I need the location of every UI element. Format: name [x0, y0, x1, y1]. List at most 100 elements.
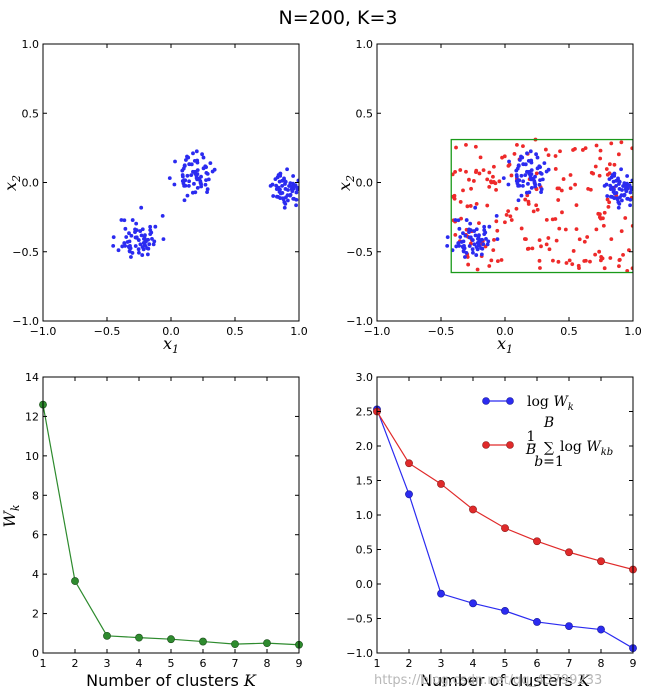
reference-point — [503, 220, 507, 225]
cluster-2-point — [515, 166, 520, 171]
ax3-xlabel: Number of clusters K — [86, 671, 257, 690]
cluster-2-point — [529, 186, 534, 190]
cluster-3-point — [268, 183, 273, 188]
reference-point — [461, 188, 465, 193]
cluster-3-point — [283, 182, 287, 186]
x-tick-label: 1.0 — [624, 325, 642, 338]
y-tick-label: 1.0 — [356, 509, 374, 522]
cluster-1-point — [482, 232, 487, 236]
reference-point — [556, 198, 561, 202]
cluster-3-point — [624, 189, 629, 194]
series-1-point — [405, 490, 413, 499]
cluster-2-point — [182, 198, 187, 203]
cluster-2-point — [208, 161, 213, 166]
cluster-1-point — [474, 245, 479, 249]
cluster-3-point — [273, 177, 278, 182]
cluster-3-point — [280, 183, 284, 188]
cluster-2-point — [190, 190, 195, 195]
y-tick-label: −0.5 — [346, 246, 373, 259]
reference-point — [619, 229, 624, 234]
cluster-1-point — [127, 231, 131, 236]
cluster-1-point — [143, 237, 147, 242]
cluster-2-point — [195, 168, 200, 173]
y-tick-label: 0.5 — [356, 544, 374, 557]
reference-point — [598, 148, 603, 153]
reference-point — [609, 237, 614, 242]
cluster-3-point — [626, 183, 631, 188]
cluster-3-point — [294, 203, 298, 208]
ax1-ylabel: x2 — [1, 175, 23, 191]
x-tick-label: 6 — [200, 657, 207, 670]
scatter-plot-data: −1.0 −0.5 0.0 0.5 1.0 −1.0 −0.5 0.0 0.5 1.0 — [12, 38, 308, 338]
cluster-2-point — [199, 174, 203, 179]
ax3-plot-area — [43, 404, 299, 646]
x-tick-label: 9 — [630, 657, 637, 670]
series-2-point — [469, 505, 477, 514]
cluster-1-point — [462, 246, 467, 251]
cluster-3-point — [637, 184, 641, 188]
ax1-frame — [42, 43, 300, 322]
x-tick-label: 2 — [72, 657, 79, 670]
cluster-2-point — [525, 151, 529, 156]
series-2-point — [533, 537, 541, 546]
reference-point — [570, 262, 575, 267]
cluster-1-point — [151, 242, 156, 247]
figure-title: N=200, K=3 — [279, 7, 398, 29]
cluster-2-point — [187, 179, 192, 184]
reference-point — [485, 177, 490, 182]
cluster-1-point — [464, 218, 469, 222]
reference-point — [537, 258, 542, 263]
y-tick-label: 0.5 — [22, 107, 40, 120]
y-tick-label: 0.0 — [22, 177, 40, 190]
series-1-point — [135, 633, 143, 642]
cluster-3-point — [288, 193, 292, 198]
reference-point — [535, 207, 540, 212]
reference-point — [608, 256, 613, 260]
series-1-point — [263, 639, 271, 648]
reference-point — [550, 217, 555, 222]
cluster-2-point — [519, 193, 524, 198]
reference-point — [534, 171, 539, 176]
cluster-1-point — [133, 230, 137, 235]
cluster-3-point — [612, 187, 616, 192]
cluster-2-point — [201, 166, 206, 171]
x-tick-label: 1.0 — [290, 325, 308, 338]
cluster-3-point — [622, 193, 626, 198]
reference-point — [601, 216, 605, 221]
y-tick-label: −1.0 — [346, 315, 373, 328]
legend-marker-refwk-left — [482, 441, 490, 449]
reference-point — [494, 219, 499, 224]
ax4-xlabel-k: K — [577, 671, 591, 690]
cluster-1-point — [467, 227, 471, 232]
reference-point — [553, 167, 558, 171]
series-1-point — [71, 577, 79, 585]
cluster-1-point — [487, 224, 492, 229]
reference-point — [499, 258, 504, 262]
cluster-2-point — [191, 169, 195, 174]
reference-point — [485, 203, 490, 208]
x-tick-label: 2 — [406, 657, 413, 670]
cluster-3-point — [303, 184, 307, 188]
cluster-3-point — [630, 178, 633, 183]
x-tick-label: 0.0 — [496, 325, 514, 338]
x-tick-label: 9 — [296, 657, 303, 670]
x-tick-label: 0.0 — [162, 325, 180, 338]
reference-point — [580, 148, 585, 152]
cluster-3-point — [288, 181, 293, 186]
legend-label-refwk: 1 B B ∑ b=1 log Wkb — [525, 415, 613, 470]
reference-point — [514, 206, 519, 211]
x-tick-label: 7 — [232, 657, 239, 670]
cluster-1-point — [445, 243, 450, 248]
reference-point — [521, 144, 525, 149]
y-tick-label: 1.5 — [356, 475, 374, 488]
cluster-2-point — [537, 182, 542, 187]
reference-point — [489, 180, 494, 185]
reference-point — [491, 248, 496, 252]
reference-point — [543, 147, 548, 152]
reference-point — [553, 154, 558, 158]
cluster-3-point — [622, 181, 627, 186]
series-1-point — [199, 637, 207, 646]
legend-refwk-text: log Wkb — [560, 439, 613, 458]
reference-point — [477, 171, 482, 176]
reference-point — [597, 249, 602, 254]
